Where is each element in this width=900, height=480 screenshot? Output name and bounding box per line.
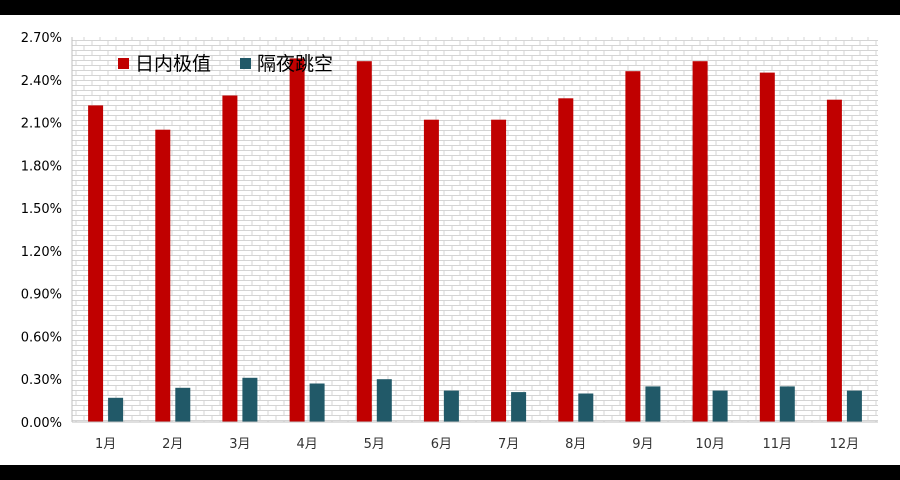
x-axis: 1月 2月 3月 4月 5月 6月 7月 8月 9月 10月 11月 12月 bbox=[72, 421, 878, 452]
bar-intraday bbox=[356, 61, 372, 422]
bar-overnight bbox=[645, 386, 661, 422]
bar-intraday bbox=[491, 119, 507, 422]
bar-overnight bbox=[108, 397, 124, 422]
plot-background bbox=[72, 37, 878, 422]
bar-overnight bbox=[443, 390, 459, 422]
bar-intraday bbox=[423, 119, 439, 422]
y-tick-label: 0.60% bbox=[21, 330, 62, 345]
bar-chart: 0.00% 0.30% 0.60% 0.90% 1.20% 1.50% 1.80% 2.10%… bbox=[21, 31, 878, 452]
legend-label: 隔夜跳空 bbox=[257, 53, 333, 75]
bar-overnight bbox=[309, 383, 325, 422]
y-tick-label: 0.90% bbox=[21, 288, 62, 303]
y-tick-label: 2.70% bbox=[21, 31, 62, 46]
bar-intraday bbox=[155, 129, 171, 422]
y-tick-label: 1.50% bbox=[21, 202, 62, 217]
bar-overnight bbox=[242, 377, 258, 422]
y-tick-label: 0.30% bbox=[21, 373, 62, 388]
bar-intraday bbox=[289, 58, 305, 423]
bars bbox=[88, 58, 862, 423]
bar-intraday bbox=[625, 71, 641, 422]
y-tick-label: 2.10% bbox=[21, 117, 62, 132]
bar-overnight bbox=[846, 390, 862, 422]
y-tick-label: 1.20% bbox=[21, 245, 62, 260]
x-tick-label: 9月 bbox=[632, 437, 653, 452]
x-tick-label: 5月 bbox=[364, 437, 385, 452]
bar-overnight bbox=[511, 392, 527, 422]
x-tick-label: 10月 bbox=[695, 437, 725, 452]
y-tick-label: 2.40% bbox=[21, 74, 62, 89]
x-tick-label: 1月 bbox=[95, 437, 116, 452]
x-tick-label: 7月 bbox=[498, 437, 519, 452]
y-tick-label: 1.80% bbox=[21, 159, 62, 174]
legend-swatch bbox=[118, 58, 129, 69]
bar-overnight bbox=[578, 393, 594, 422]
bar-intraday bbox=[222, 95, 238, 422]
bar-intraday bbox=[88, 105, 104, 423]
bar-intraday bbox=[558, 98, 574, 423]
y-axis: 0.00% 0.30% 0.60% 0.90% 1.20% 1.50% 1.80% 2.10%… bbox=[21, 31, 73, 431]
bar-overnight bbox=[779, 386, 795, 422]
chart-area: 0.00% 0.30% 0.60% 0.90% 1.20% 1.50% 1.80% 2.10%… bbox=[0, 15, 900, 465]
legend-swatch bbox=[240, 58, 251, 69]
x-tick-label: 8月 bbox=[565, 437, 586, 452]
bar-overnight bbox=[376, 379, 392, 422]
bar-overnight bbox=[712, 390, 728, 422]
x-tick-label: 12月 bbox=[830, 437, 860, 452]
legend: 日内极值 隔夜跳空 bbox=[118, 53, 333, 75]
bar-intraday bbox=[826, 99, 842, 422]
bar-intraday bbox=[759, 72, 775, 422]
x-tick-label: 4月 bbox=[296, 437, 317, 452]
bar-intraday bbox=[692, 61, 708, 422]
x-tick-label: 6月 bbox=[431, 437, 452, 452]
bar-overnight bbox=[175, 387, 191, 422]
legend-label: 日内极值 bbox=[135, 53, 211, 75]
x-tick-label: 3月 bbox=[229, 437, 250, 452]
x-tick-label: 11月 bbox=[763, 437, 793, 452]
x-tick-label: 2月 bbox=[162, 437, 183, 452]
y-tick-label: 0.00% bbox=[21, 416, 62, 431]
